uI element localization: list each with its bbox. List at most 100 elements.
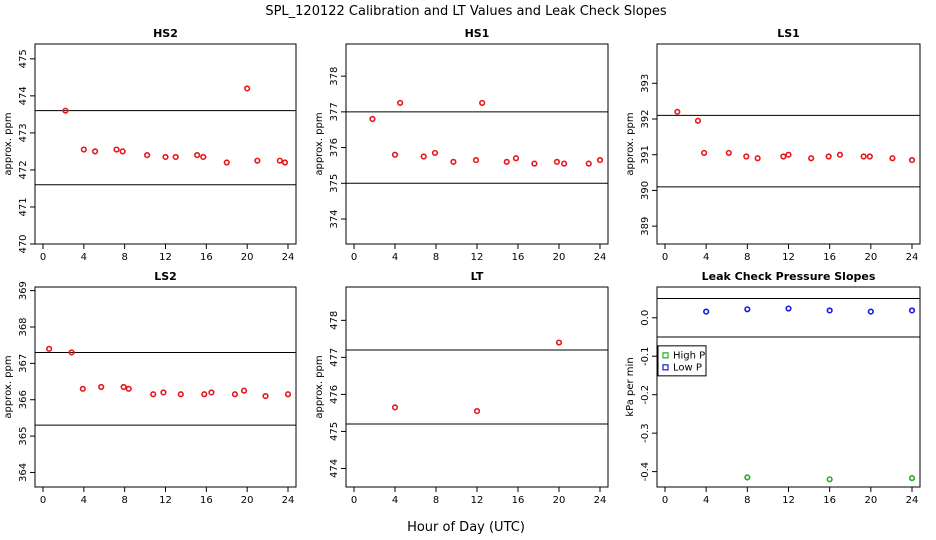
data-point-hs2-0-0: [62, 107, 69, 114]
data-point-hs2-0-12: [254, 157, 261, 164]
data-point-ls2-0-2: [79, 385, 86, 392]
data-point-ls1-0-6: [780, 153, 787, 160]
y-tick-label-lt-4: 478: [329, 311, 340, 330]
y-tick-label-ls2-2: 366: [18, 390, 29, 409]
plot-frame-leak: [656, 286, 921, 488]
x-tick-label-hs2-1: 4: [81, 252, 87, 263]
x-tick-label-leak-4: 16: [823, 495, 836, 506]
y-tick-label-hs1-2: 376: [329, 138, 340, 157]
x-tick-label-hs1-5: 20: [553, 252, 566, 263]
x-tick-label-hs1-4: 16: [512, 252, 525, 263]
legend-label-0: High P: [673, 350, 705, 361]
x-tick-label-leak-5: 20: [864, 495, 877, 506]
data-point-ls1-0-4: [743, 153, 750, 160]
x-tick-label-ls1-6: 24: [906, 252, 919, 263]
x-tick-label-lt-6: 24: [594, 495, 607, 506]
y-tick-label-ls2-5: 369: [18, 281, 29, 300]
x-tick-label-lt-2: 8: [433, 495, 439, 506]
y-tick-label-hs1-1: 375: [329, 174, 340, 193]
x-tick-label-leak-1: 4: [703, 495, 709, 506]
x-tick-label-ls2-4: 16: [200, 495, 213, 506]
data-point-hs1-0-1: [391, 151, 399, 158]
y-tick-label-leak-1: -0.1: [640, 346, 651, 366]
x-tick-label-hs2-5: 20: [241, 252, 254, 263]
data-point-ls1-0-9: [825, 153, 832, 160]
legend-marker-1: [662, 364, 669, 371]
y-tick-label-ls1-4: 393: [640, 74, 651, 93]
y-tick-label-hs1-0: 374: [329, 209, 340, 228]
data-point-ls2-0-1: [68, 349, 75, 356]
y-axis-label-lt: approx. ppm: [314, 355, 325, 418]
data-point-hs1-0-10: [531, 160, 538, 167]
data-point-hs1-0-14: [596, 156, 604, 164]
x-tick-label-ls1-3: 12: [782, 252, 795, 263]
data-point-ls2-0-8: [177, 391, 184, 398]
data-point-hs2-0-5: [144, 152, 151, 159]
figure-x-axis-label: Hour of Day (UTC): [407, 520, 525, 535]
x-tick-label-hs1-3: 12: [471, 252, 484, 263]
data-point-lt-0-0: [391, 404, 399, 411]
data-point-ls2-0-10: [208, 389, 215, 396]
y-tick-label-lt-0: 474: [329, 459, 340, 478]
data-point-ls2-0-5: [125, 385, 132, 392]
y-tick-label-ls2-1: 365: [18, 427, 29, 446]
figure-title: SPL_120122 Calibration and LT Values and…: [265, 4, 667, 19]
panel-title-hs2: HS2: [153, 27, 178, 40]
panels: HS2 0 4 8 12 16 20 24 470 471 472 473 474 475 approx. …: [3, 27, 921, 506]
data-point-hs1-0-2: [397, 99, 404, 107]
panel-lt: LT 0 4 8 12 16 20 24 474 475 476 477 478 approx. ppm: [314, 270, 609, 506]
x-tick-label-hs2-2: 8: [121, 252, 127, 263]
y-tick-label-hs2-5: 475: [18, 49, 29, 68]
data-point-leak-1-5: [908, 307, 916, 314]
x-tick-label-ls1-5: 20: [864, 252, 877, 263]
y-tick-label-hs1-3: 377: [329, 102, 340, 121]
data-point-ls2-0-11: [231, 391, 239, 398]
x-tick-label-lt-4: 16: [512, 495, 525, 506]
plot-frame-ls2: [34, 286, 297, 488]
data-point-hs1-0-6: [472, 156, 480, 164]
plot-frame-ls1: [656, 43, 921, 245]
x-tick-label-hs2-4: 16: [200, 252, 213, 263]
y-tick-label-ls1-2: 391: [640, 145, 651, 164]
x-tick-label-ls2-3: 12: [159, 495, 172, 506]
data-point-hs2-0-4: [119, 148, 126, 155]
data-point-hs2-0-3: [113, 146, 120, 153]
data-point-hs2-0-6: [162, 153, 169, 161]
y-tick-label-ls1-0: 389: [640, 217, 651, 236]
data-point-ls2-0-7: [160, 389, 167, 396]
y-tick-label-hs2-3: 473: [18, 123, 29, 142]
data-point-ls2-0-13: [262, 392, 269, 400]
panel-hs2: HS2 0 4 8 12 16 20 24 470 471 472 473 474 475 approx. …: [3, 27, 297, 263]
data-point-leak-1-4: [867, 308, 874, 315]
data-point-hs1-0-3: [420, 153, 427, 160]
panel-title-ls1: LS1: [777, 27, 800, 40]
data-point-hs2-0-7: [172, 153, 179, 161]
y-tick-label-ls2-3: 367: [18, 354, 29, 373]
plot-frame-hs1: [345, 43, 609, 245]
data-point-hs1-0-11: [553, 158, 561, 165]
data-point-hs1-0-5: [450, 158, 457, 165]
data-point-ls1-0-3: [725, 149, 732, 157]
panel-title-ls2: LS2: [154, 270, 177, 283]
x-tick-label-leak-6: 24: [906, 495, 919, 506]
y-tick-label-hs2-0: 470: [18, 234, 29, 253]
legend-label-1: Low P: [673, 362, 702, 373]
data-point-ls1-0-0: [674, 108, 681, 115]
x-tick-label-ls2-6: 24: [282, 495, 295, 506]
x-tick-label-hs1-1: 4: [392, 252, 398, 263]
data-point-leak-1-3: [826, 307, 833, 314]
x-tick-label-leak-3: 12: [782, 495, 795, 506]
y-tick-label-ls1-1: 390: [640, 181, 651, 200]
y-tick-label-hs2-4: 474: [18, 86, 29, 105]
x-tick-label-leak-0: 0: [662, 495, 668, 506]
data-point-lt-0-1: [473, 407, 481, 415]
data-point-leak-1-1: [744, 306, 751, 313]
data-point-ls1-0-12: [866, 153, 873, 160]
data-point-hs2-0-1: [80, 146, 87, 153]
y-tick-label-leak-4: -0.4: [640, 462, 651, 482]
y-tick-label-leak-0: 0.0: [640, 310, 651, 326]
data-point-hs1-0-12: [561, 160, 568, 167]
data-point-hs1-0-4: [431, 149, 439, 157]
data-point-ls2-0-4: [120, 383, 127, 391]
panel-title-hs1: HS1: [465, 27, 490, 40]
